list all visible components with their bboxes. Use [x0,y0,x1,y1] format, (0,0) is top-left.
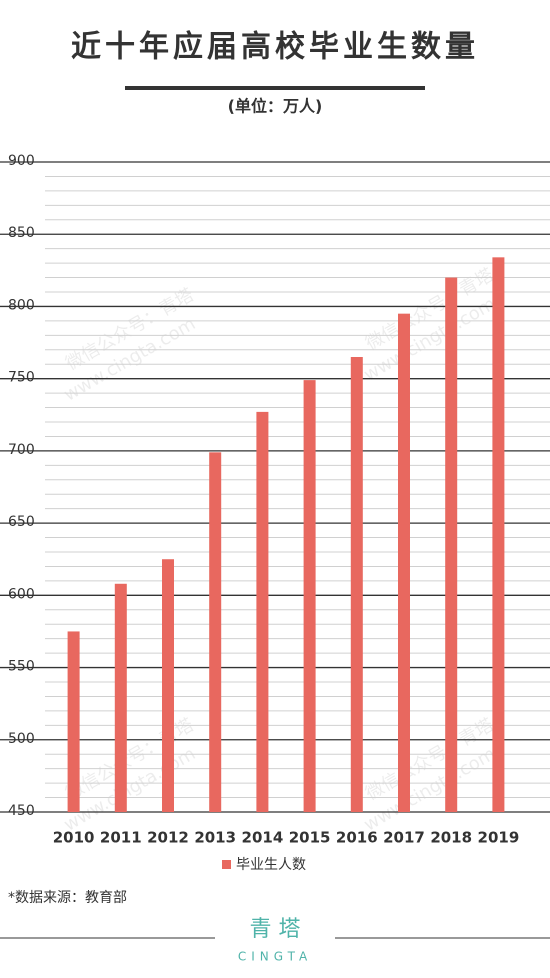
chart-subtitle: (单位：万人) [228,97,323,116]
y-tick-label: 800 [8,297,35,313]
logo-subname: CINGTA [238,950,312,964]
y-tick-label: 700 [8,442,35,458]
x-tick-label: 2016 [336,829,378,847]
x-tick-label: 2012 [147,829,189,847]
bar [67,631,80,812]
bar [209,452,222,812]
y-tick-label: 900 [8,153,35,169]
chart-title: 近十年应届高校毕业生数量 [71,30,479,65]
bar [162,559,174,812]
x-tick-label: 2014 [242,829,284,847]
x-tick-label: 2019 [478,829,520,847]
legend-swatch [222,860,231,869]
y-tick-label: 550 [8,659,35,675]
bar [350,357,363,812]
bar [303,380,316,812]
x-tick-label: 2018 [430,829,472,847]
y-tick-label: 750 [8,370,35,386]
x-tick-label: 2010 [53,829,95,847]
logo-name: 青 塔 [250,917,301,942]
x-tick-label: 2015 [289,829,331,847]
bar [114,583,127,812]
y-tick-label: 850 [8,225,35,241]
y-tick-label: 650 [8,514,35,530]
y-tick-label: 500 [8,731,35,747]
x-tick-label: 2011 [100,829,142,847]
bar [492,257,505,812]
y-tick-label: 450 [8,803,35,819]
legend-label: 毕业生人数 [236,857,306,873]
x-tick-label: 2017 [383,829,425,847]
bar [445,277,458,812]
source-note: *数据来源：教育部 [8,890,127,906]
x-tick-label: 2013 [194,829,236,847]
title-underline [125,86,425,90]
y-tick-label: 600 [8,586,35,602]
bar [398,313,410,812]
bar [256,411,269,812]
